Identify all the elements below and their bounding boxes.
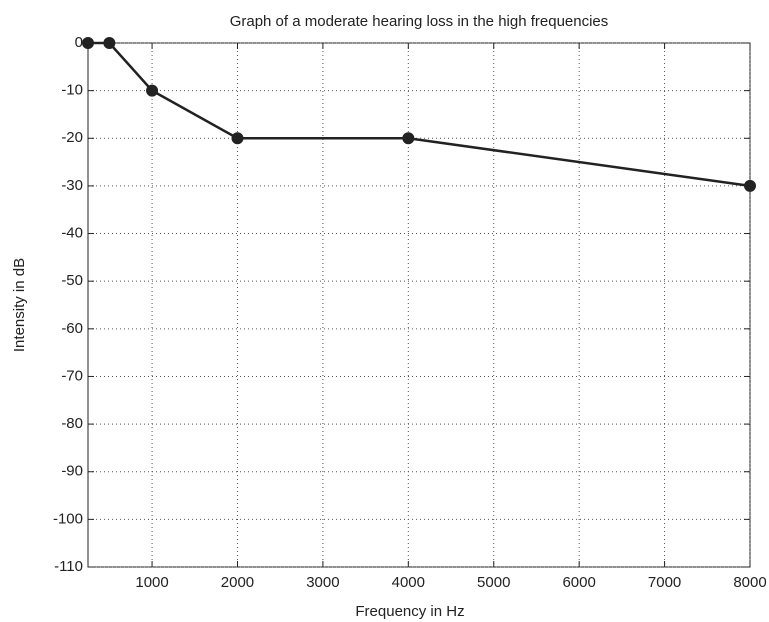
y-tick-label: -100	[53, 510, 83, 527]
x-tick-label: 2000	[221, 574, 254, 591]
x-tick-label: 7000	[648, 574, 681, 591]
point	[231, 132, 244, 145]
point	[82, 37, 94, 49]
x-tick-label: 8000	[733, 574, 766, 591]
y-tick-label: -40	[61, 225, 83, 242]
point	[402, 132, 415, 145]
y-tick-label: -60	[61, 320, 83, 337]
y-tick-label: -80	[61, 415, 83, 432]
y-tick-label: -110	[54, 558, 83, 575]
point	[146, 84, 159, 97]
y-tick-label: -20	[61, 129, 83, 146]
y-tick-label: -10	[61, 82, 83, 99]
plot-area	[87, 42, 751, 568]
x-axis-label: Frequency in Hz	[355, 603, 464, 620]
y-tick-label: 0	[75, 34, 83, 51]
y-tick-label: -70	[61, 367, 83, 384]
y-tick-label: -50	[61, 272, 83, 289]
x-tick-label: 1000	[135, 574, 168, 591]
y-axis-label: Intensity in dB	[11, 258, 28, 352]
chart-title: Graph of a moderate hearing loss in the …	[230, 13, 609, 30]
x-tick-label: 4000	[392, 574, 425, 591]
point	[103, 37, 116, 49]
x-tick-label: 6000	[562, 574, 595, 591]
x-tick-label: 3000	[306, 574, 339, 591]
point	[744, 179, 756, 192]
x-tick-label: 5000	[477, 574, 510, 591]
y-tick-label: -30	[61, 177, 83, 194]
y-tick-label: -90	[61, 463, 83, 480]
